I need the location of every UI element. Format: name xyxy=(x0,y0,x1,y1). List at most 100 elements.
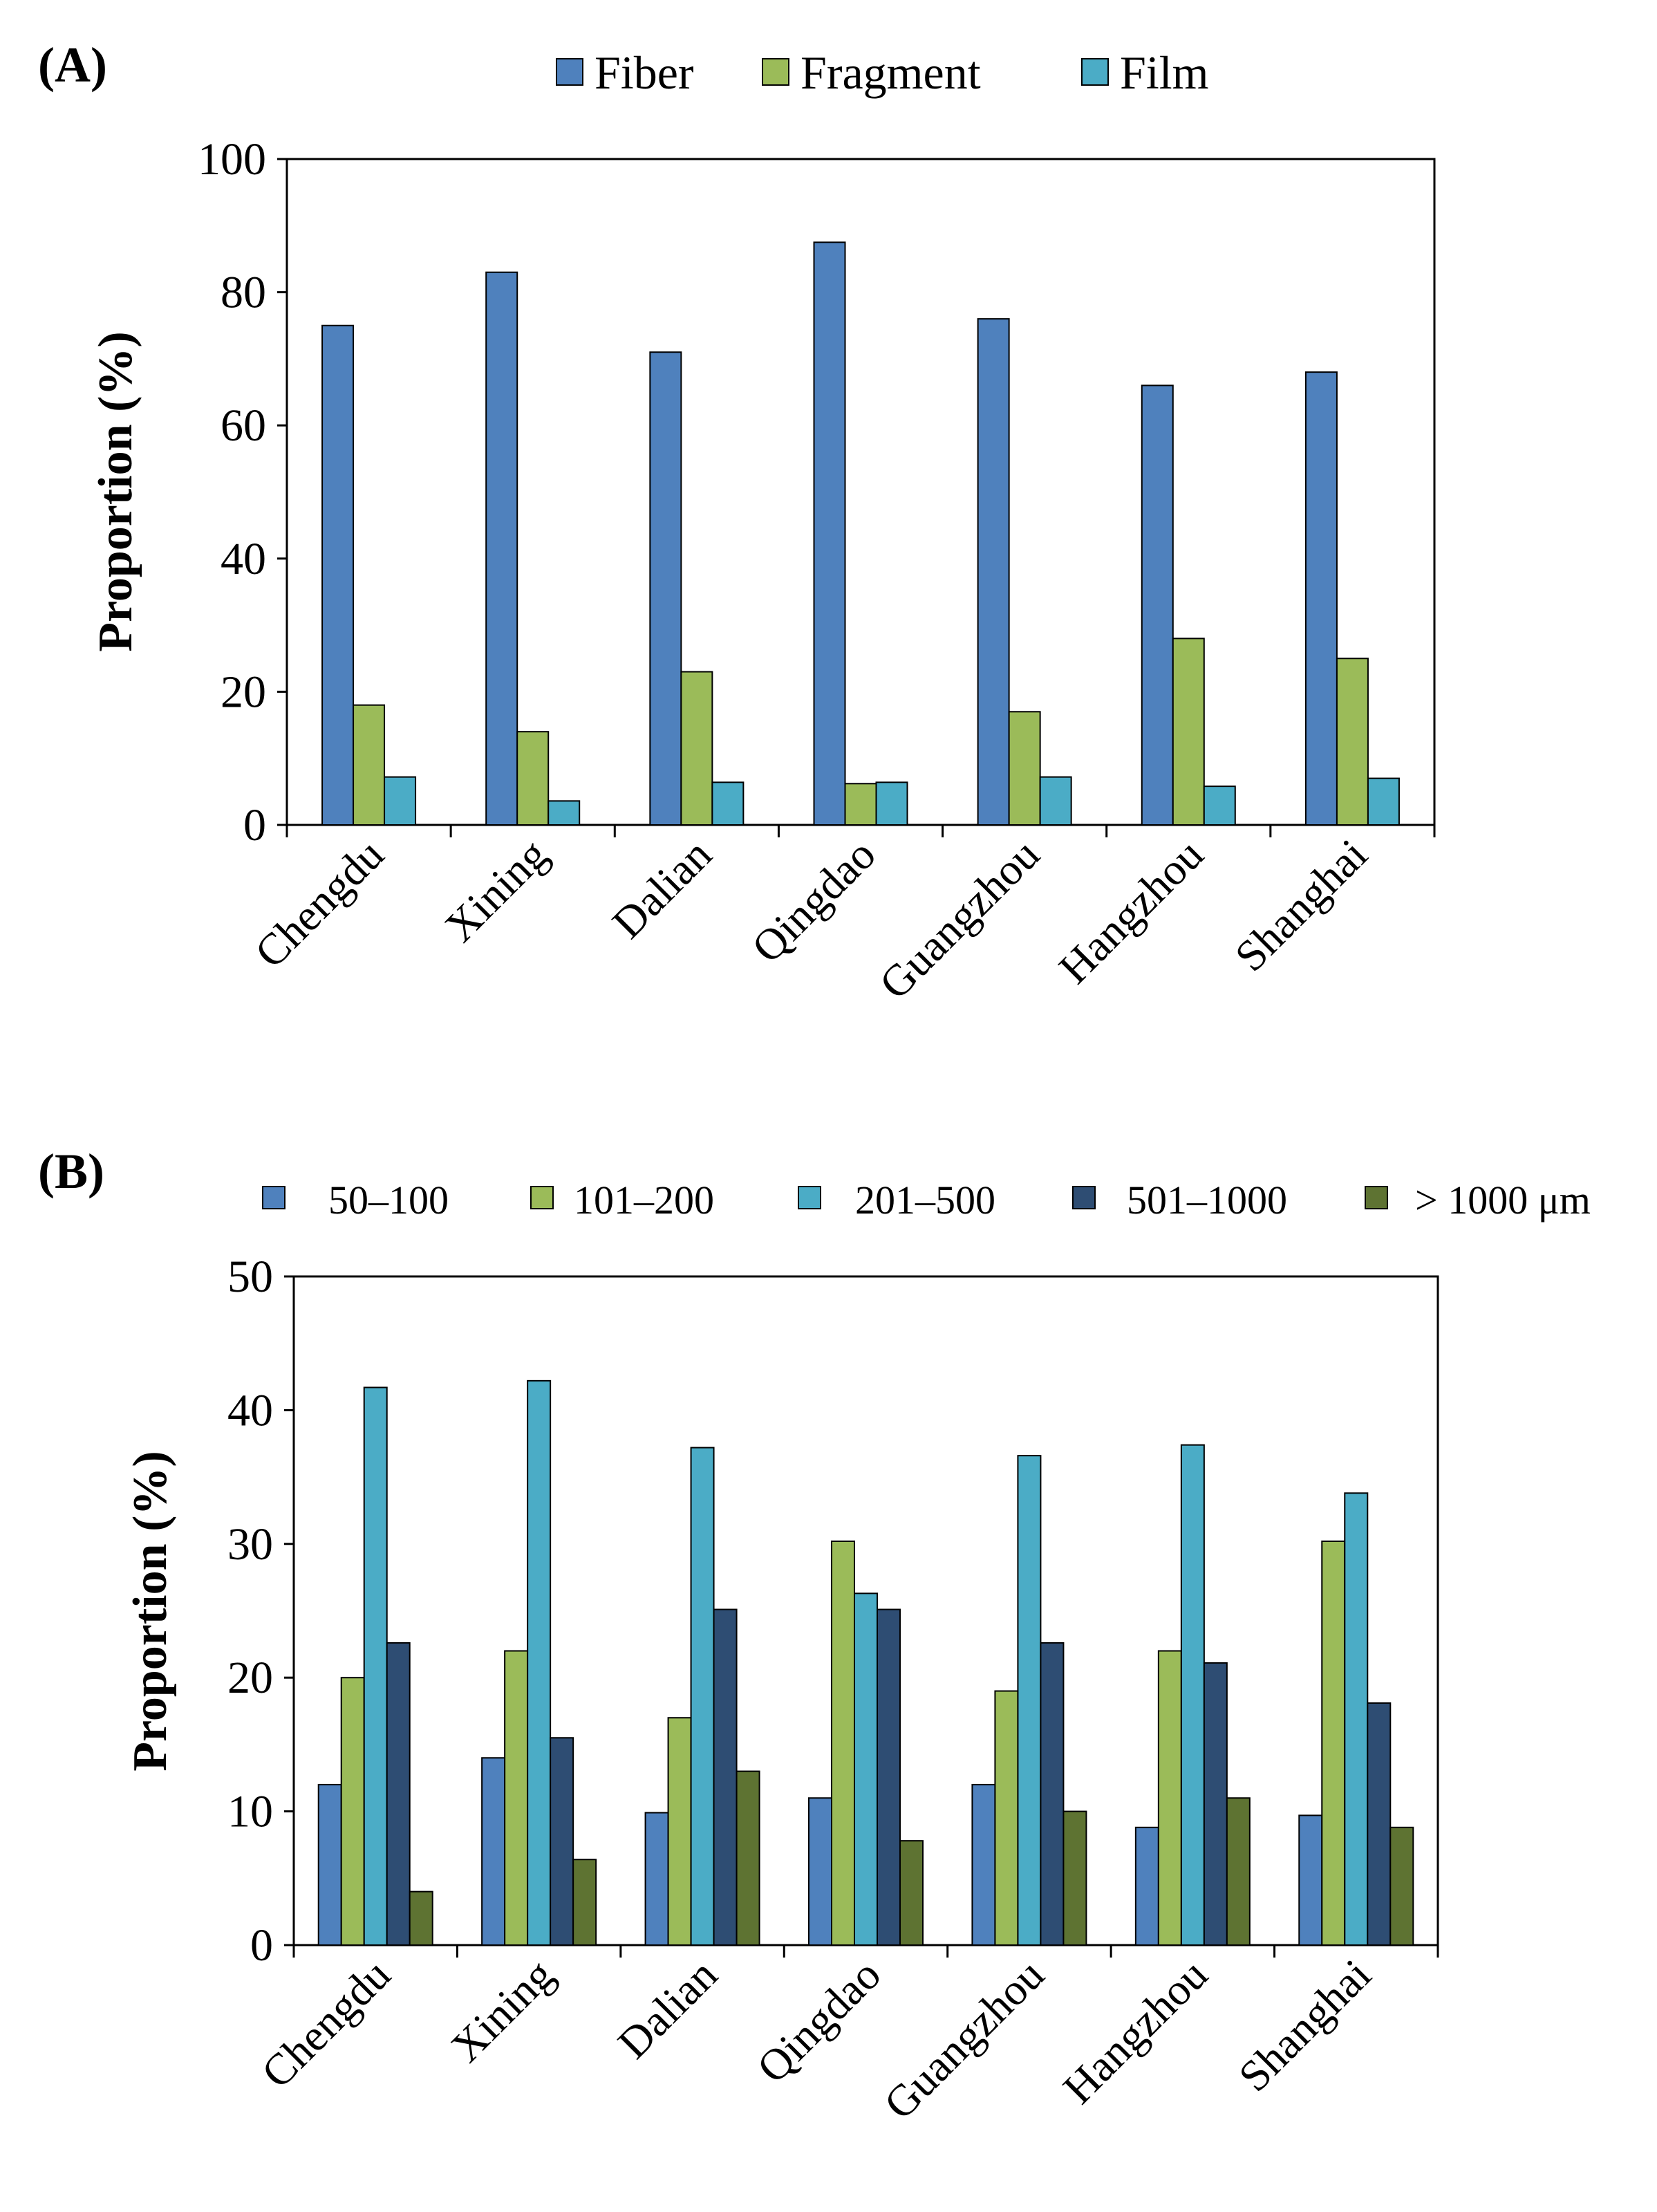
panel-b-bar-qingdao-50-100[interactable] xyxy=(808,1797,832,1946)
panel-b-y-axis-label: Proportion (%) xyxy=(124,1451,177,1771)
panel-b-ytick-label: 50 xyxy=(227,1252,273,1302)
panel-b-bar-dalian-1000-m[interactable] xyxy=(736,1770,760,1946)
panel-a-bar-guangzhou-fragment[interactable] xyxy=(1008,711,1041,826)
panel-b-legend-swatch-501-1000 xyxy=(1072,1186,1096,1209)
panel-b-bar-dalian-50-100[interactable] xyxy=(644,1812,669,1946)
panel-a-bar-guangzhou-film[interactable] xyxy=(1039,776,1072,826)
panel-b-bar-xining-101-200[interactable] xyxy=(504,1650,529,1946)
panel-a-bar-xining-fragment[interactable] xyxy=(516,731,550,826)
panel-b-bar-qingdao-201-500[interactable] xyxy=(854,1592,878,1946)
panel-a-legend-swatch-fragment xyxy=(762,58,789,86)
panel-a-bar-hangzhou-fragment[interactable] xyxy=(1172,638,1205,826)
panel-b-bar-qingdao-101-200[interactable] xyxy=(831,1540,855,1946)
panel-a-legend-item-fragment[interactable]: Fragment xyxy=(762,46,981,99)
panel-a-chart: (A) Fiber Fragment Film 0 20 40 60 80 100 Proporti… xyxy=(38,37,1436,1009)
panel-b-legend-label-501-1000: 501–1000 xyxy=(1127,1178,1287,1223)
panel-b-category-label-chengdu: Chengdu xyxy=(252,1950,400,2098)
panel-b-bar-guangzhou-201-500[interactable] xyxy=(1017,1455,1042,1946)
panel-a-bar-qingdao-film[interactable] xyxy=(875,781,908,826)
panel-a-ytick-label: 100 xyxy=(198,134,266,185)
panel-b-bar-chengdu-201-500[interactable] xyxy=(363,1386,388,1946)
panel-a-bar-guangzhou-fiber[interactable] xyxy=(977,318,1010,826)
panel-a-category-label-hangzhou: Hangzhou xyxy=(1049,830,1213,993)
panel-b-category-label-qingdao: Qingdao xyxy=(747,1950,890,2092)
panel-a-bar-dalian-film[interactable] xyxy=(711,781,745,826)
panel-b-bar-hangzhou-101-200[interactable] xyxy=(1157,1650,1182,1946)
panel-a-bar-hangzhou-fiber[interactable] xyxy=(1141,384,1174,826)
panel-a-bar-dalian-fragment[interactable] xyxy=(680,671,713,826)
panel-b-bar-xining-1000-m[interactable] xyxy=(572,1859,597,1946)
panel-b-bar-shanghai-101-200[interactable] xyxy=(1321,1540,1346,1946)
panel-b-bar-hangzhou-1000-m[interactable] xyxy=(1226,1797,1251,1946)
panel-b-bar-xining-50-100[interactable] xyxy=(481,1757,506,1946)
panel-a-category-label-dalian: Dalian xyxy=(603,830,721,948)
panel-b-bar-hangzhou-50-100[interactable] xyxy=(1134,1826,1159,1946)
panel-b-bar-chengdu-50-100[interactable] xyxy=(317,1783,342,1946)
panel-b-bar-dalian-201-500[interactable] xyxy=(690,1447,715,1946)
panel-a-legend-item-fiber[interactable]: Fiber xyxy=(556,46,694,99)
panel-b-bar-qingdao-1000-m[interactable] xyxy=(899,1840,924,1946)
panel-b-bar-dalian-501-1000[interactable] xyxy=(713,1608,738,1946)
panel-b-legend-swatch-201-500 xyxy=(798,1186,821,1209)
panel-b-category-label-dalian: Dalian xyxy=(608,1950,727,2068)
panel-b-legend-item-50-100[interactable]: 50–100 xyxy=(262,1178,449,1223)
panel-a-bar-shanghai-film[interactable] xyxy=(1367,777,1400,826)
panel-a-label: (A) xyxy=(38,37,107,93)
panel-a-legend-label-fragment: Fragment xyxy=(801,46,981,99)
panel-b-bar-shanghai-50-100[interactable] xyxy=(1298,1814,1323,1946)
panel-b-legend-item-201-500[interactable]: 201–500 xyxy=(798,1178,995,1223)
panel-b-bar-hangzhou-201-500[interactable] xyxy=(1180,1444,1205,1946)
panel-b-bar-shanghai-1000-m[interactable] xyxy=(1389,1826,1414,1946)
panel-a-bar-xining-film[interactable] xyxy=(547,800,581,826)
panel-b-bar-shanghai-201-500[interactable] xyxy=(1344,1492,1369,1946)
panel-b-category-label-xining: Xining xyxy=(442,1950,563,2072)
panel-b-legend-item-101-200[interactable]: 101–200 xyxy=(530,1178,714,1223)
panel-b-bar-dalian-101-200[interactable] xyxy=(667,1717,692,1946)
panel-b-bar-guangzhou-1000-m[interactable] xyxy=(1062,1810,1087,1946)
panel-a-legend-label-fiber: Fiber xyxy=(595,46,694,99)
panel-a-bar-shanghai-fiber[interactable] xyxy=(1304,371,1338,826)
panel-b-bar-chengdu-101-200[interactable] xyxy=(340,1677,365,1946)
panel-a-y-axis-label: Proportion (%) xyxy=(89,331,142,651)
panel-b-bar-chengdu-501-1000[interactable] xyxy=(386,1642,411,1946)
panel-b-legend-label-1000-m: > 1000 μm xyxy=(1415,1178,1591,1223)
panel-b-bar-shanghai-501-1000[interactable] xyxy=(1367,1702,1392,1946)
panel-a-plot-area xyxy=(285,158,1436,826)
panel-a-category-label-chengdu: Chengdu xyxy=(245,830,393,978)
panel-b-bar-guangzhou-501-1000[interactable] xyxy=(1040,1642,1065,1946)
panel-b-bar-guangzhou-50-100[interactable] xyxy=(971,1783,996,1946)
panel-a-bar-shanghai-fragment[interactable] xyxy=(1336,658,1369,826)
panel-a-ytick-label: 80 xyxy=(221,268,266,318)
panel-a-bar-xining-fiber[interactable] xyxy=(485,271,518,826)
panel-a-category-label-xining: Xining xyxy=(436,830,557,951)
panel-a-legend-item-film[interactable]: Film xyxy=(1081,46,1209,99)
panel-b-legend-swatch-101-200 xyxy=(530,1186,554,1209)
panel-b-bar-guangzhou-101-200[interactable] xyxy=(994,1690,1019,1946)
panel-b-bar-xining-201-500[interactable] xyxy=(527,1379,552,1946)
panel-b-legend-item-501-1000[interactable]: 501–1000 xyxy=(1072,1178,1287,1223)
panel-b-bar-xining-501-1000[interactable] xyxy=(550,1737,574,1946)
panel-a-bar-chengdu-film[interactable] xyxy=(384,776,417,826)
panel-a-bar-chengdu-fragment[interactable] xyxy=(353,704,386,826)
panel-a-bar-hangzhou-film[interactable] xyxy=(1203,786,1236,826)
panel-b-legend-swatch-1000-m xyxy=(1365,1186,1388,1209)
panel-b-legend-item-1000-m[interactable]: > 1000 μm xyxy=(1365,1178,1591,1223)
panel-b-category-label-guangzhou: Guangzhou xyxy=(874,1950,1054,2129)
panel-a-bar-qingdao-fragment[interactable] xyxy=(844,783,877,826)
panel-a-ytick-label: 40 xyxy=(221,534,266,584)
panel-a-bar-dalian-fiber[interactable] xyxy=(649,351,682,826)
panel-b-ytick-label: 40 xyxy=(227,1385,273,1435)
panel-b-ytick-label: 20 xyxy=(227,1653,273,1703)
panel-a-bar-qingdao-fiber[interactable] xyxy=(813,241,846,826)
panel-a-category-label-shanghai: Shanghai xyxy=(1226,830,1377,981)
panel-a-category-label-guangzhou: Guangzhou xyxy=(870,830,1049,1009)
panel-a-bar-chengdu-fiber[interactable] xyxy=(321,324,355,826)
panel-a-ytick-label: 60 xyxy=(221,400,266,451)
panel-b-bar-hangzhou-501-1000[interactable] xyxy=(1203,1662,1228,1946)
panel-b-bar-qingdao-501-1000[interactable] xyxy=(877,1608,901,1946)
panel-a-category-label-qingdao: Qingdao xyxy=(742,830,885,972)
panel-b-legend-label-101-200: 101–200 xyxy=(574,1178,714,1223)
panel-b-category-label-hangzhou: Hangzhou xyxy=(1054,1950,1217,2113)
panel-b-bar-chengdu-1000-m[interactable] xyxy=(409,1890,433,1946)
